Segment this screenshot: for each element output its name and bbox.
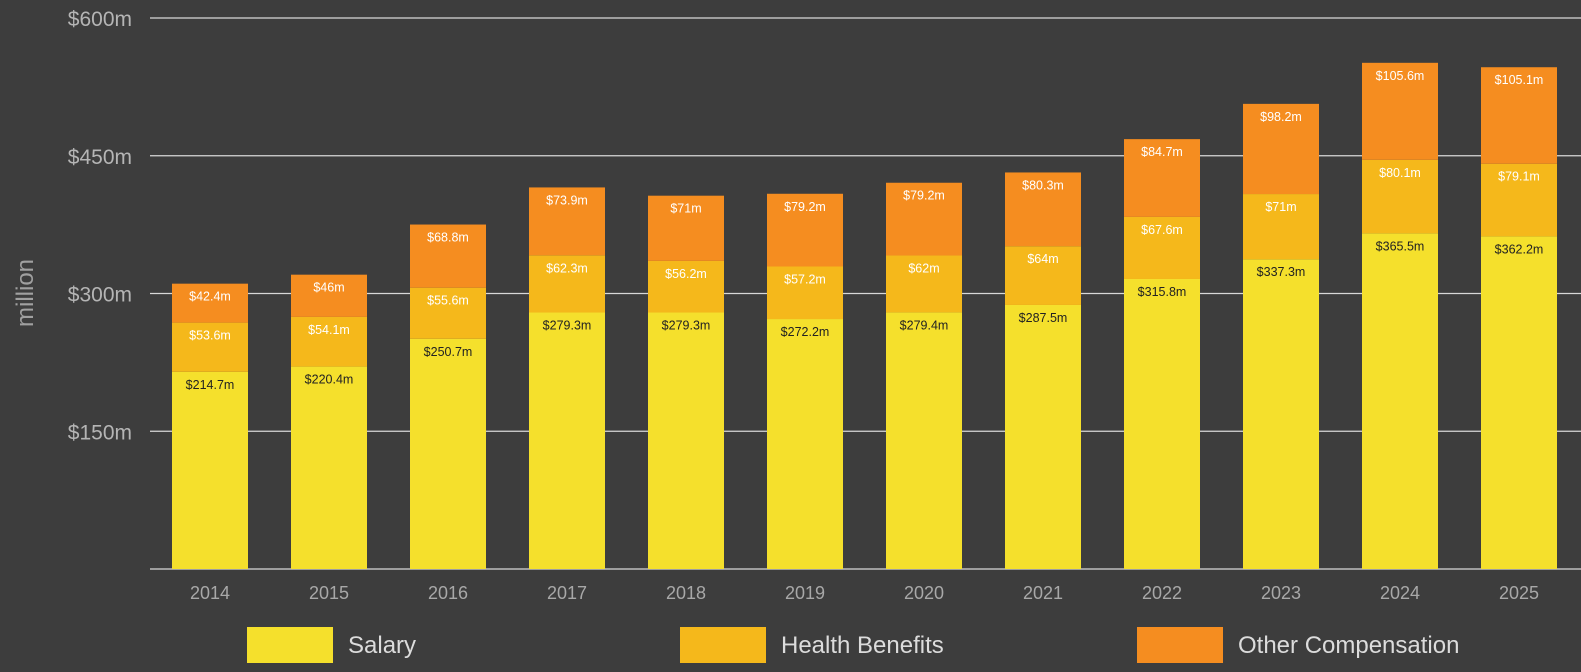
x-tick-label: 2023: [1261, 583, 1301, 603]
bar-segment-health-benefits: [1005, 246, 1081, 305]
data-label: $68.8m: [427, 231, 469, 245]
data-label: $220.4m: [305, 373, 354, 387]
y-tick-label: $150m: [68, 421, 132, 444]
data-label: $57.2m: [784, 273, 826, 287]
bar-segment-health-benefits: [410, 287, 486, 339]
bar-segment-other-compensation: [1481, 67, 1557, 164]
bar-segment-salary: [172, 371, 248, 569]
legend-label: Other Compensation: [1238, 632, 1459, 659]
bar-segment-health-benefits: [1124, 216, 1200, 279]
data-label: $56.2m: [665, 267, 707, 281]
data-label: $42.4m: [189, 290, 231, 304]
x-tick-label: 2021: [1023, 583, 1063, 603]
data-label: $98.2m: [1260, 110, 1302, 124]
bar-segment-salary: [886, 312, 962, 569]
data-label: $55.6m: [427, 294, 469, 308]
bar-segment-salary: [1124, 278, 1200, 569]
y-tick-label: $300m: [68, 284, 132, 307]
legend-swatch: [1137, 627, 1223, 663]
bar-segment-salary: [529, 312, 605, 569]
data-label: $250.7m: [424, 345, 473, 359]
x-tick-label: 2016: [428, 583, 468, 603]
data-label: $73.9m: [546, 193, 588, 207]
bar-segment-salary: [1481, 236, 1557, 569]
bar-segment-other-compensation: [1005, 172, 1081, 247]
data-label: $62.3m: [546, 261, 588, 275]
x-tick-label: 2022: [1142, 583, 1182, 603]
bar-segment-health-benefits: [291, 316, 367, 367]
bar-segment-other-compensation: [886, 182, 962, 256]
bar-segment-other-compensation: [410, 224, 486, 288]
data-label: $79.2m: [903, 189, 945, 203]
legend-label: Salary: [348, 632, 416, 659]
bar-segment-other-compensation: [1362, 62, 1438, 160]
bar-segment-salary: [648, 312, 724, 569]
bar-segment-health-benefits: [1362, 159, 1438, 234]
data-label: $71m: [1265, 200, 1296, 214]
data-label: $337.3m: [1257, 265, 1306, 279]
bar-segment-other-compensation: [1124, 139, 1200, 217]
data-label: $53.6m: [189, 329, 231, 343]
data-label: $46m: [313, 281, 344, 295]
y-tick-label: $450m: [68, 146, 132, 169]
bar-segment-health-benefits: [648, 260, 724, 313]
x-tick-label: 2014: [190, 583, 230, 603]
data-label: $362.2m: [1495, 242, 1544, 256]
legend-swatch: [247, 627, 333, 663]
legend-label: Health Benefits: [781, 632, 944, 659]
data-label: $80.3m: [1022, 178, 1064, 192]
data-label: $79.2m: [784, 200, 826, 214]
y-axis-title: million: [12, 259, 39, 327]
data-label: $279.3m: [543, 319, 592, 333]
data-label: $214.7m: [186, 378, 235, 392]
x-tick-label: 2015: [309, 583, 349, 603]
bar-segment-health-benefits: [1243, 194, 1319, 260]
bar-segment-health-benefits: [886, 255, 962, 313]
data-label: $79.1m: [1498, 170, 1540, 184]
bar-segment-health-benefits: [767, 266, 843, 320]
data-label: $315.8m: [1138, 285, 1187, 299]
data-label: $64m: [1027, 252, 1058, 266]
bar-segment-other-compensation: [529, 187, 605, 256]
bar-segment-salary: [1005, 304, 1081, 569]
bar-segment-salary: [410, 338, 486, 569]
data-label: $287.5m: [1019, 311, 1068, 325]
data-label: $279.3m: [662, 319, 711, 333]
x-tick-label: 2020: [904, 583, 944, 603]
data-label: $62m: [908, 261, 939, 275]
bar-segment-salary: [1362, 233, 1438, 569]
bar-segment-other-compensation: [767, 193, 843, 267]
bar-segment-other-compensation: [172, 283, 248, 323]
x-tick-label: 2019: [785, 583, 825, 603]
data-label: $54.1m: [308, 323, 350, 337]
x-tick-label: 2024: [1380, 583, 1420, 603]
bar-segment-salary: [1243, 259, 1319, 569]
data-label: $80.1m: [1379, 166, 1421, 180]
data-label: $272.2m: [781, 325, 830, 339]
bar-segment-health-benefits: [529, 255, 605, 313]
data-label: $71m: [670, 202, 701, 216]
bar-segment-health-benefits: [1481, 163, 1557, 237]
legend-swatch: [680, 627, 766, 663]
data-label: $279.4m: [900, 318, 949, 332]
bar-segment-other-compensation: [648, 195, 724, 261]
y-tick-label: $600m: [68, 8, 132, 31]
bar-segment-other-compensation: [291, 274, 367, 317]
bar-segment-salary: [767, 319, 843, 569]
x-tick-label: 2025: [1499, 583, 1539, 603]
data-label: $84.7m: [1141, 145, 1183, 159]
x-tick-label: 2018: [666, 583, 706, 603]
data-label: $67.6m: [1141, 223, 1183, 237]
data-label: $105.6m: [1376, 69, 1425, 83]
bar-segment-salary: [291, 366, 367, 569]
x-tick-label: 2017: [547, 583, 587, 603]
data-label: $105.1m: [1495, 73, 1544, 87]
bar-segment-health-benefits: [172, 322, 248, 372]
data-label: $365.5m: [1376, 239, 1425, 253]
bar-segment-other-compensation: [1243, 103, 1319, 195]
